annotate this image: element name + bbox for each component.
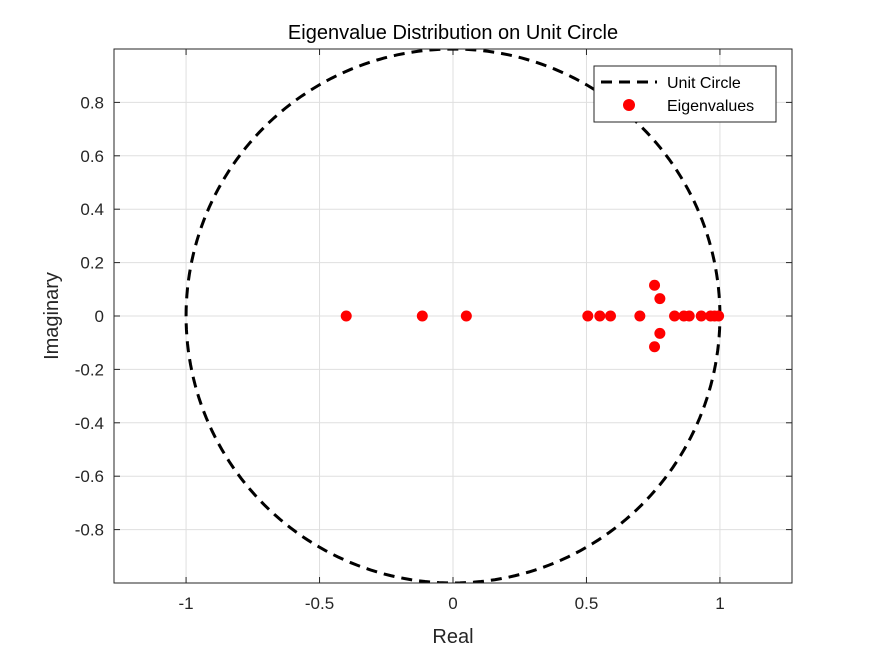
y-tick-label: 0.4 [80,200,104,219]
eigenvalue-point [654,293,666,305]
y-axis-label: Imaginary [41,272,63,360]
eigenvalue-point [460,310,472,322]
unit-circle-line [184,49,722,583]
eigenvalue-point [416,310,428,322]
x-tick-label: -0.5 [305,594,334,613]
x-tick-label: -1 [179,594,194,613]
x-tick-label: 0 [448,594,457,613]
eigenvalue-point [594,310,606,322]
eigenvalue-point [649,279,661,291]
y-tick-label: -0.4 [75,414,104,433]
x-axis-label: Real [432,626,473,648]
legend-eigenvalues-swatch [623,99,635,111]
eigenvalue-point [713,310,725,322]
eigenvalue-point [654,327,666,339]
y-tick-label: 0 [95,307,104,326]
legend-unit-circle-label: Unit Circle [667,75,741,92]
eigenvalue-point [695,310,707,322]
tick-marks [114,49,792,583]
y-tick-label: 0.6 [80,147,104,166]
eigenvalue-point [669,310,681,322]
eigenvalue-point [649,341,661,353]
x-tick-label: 0.5 [575,594,599,613]
eigenvalue-point [604,310,616,322]
eigenvalue-point [683,310,695,322]
y-tick-label: 0.2 [80,254,104,273]
eigenvalue-point [634,310,646,322]
y-tick-label: -0.2 [75,360,104,379]
x-tick-labels: -1 -0.5 0 0.5 1 [179,594,725,613]
eigenvalue-point [582,310,594,322]
y-tick-label: 0.8 [80,93,104,112]
legend-eigenvalues-label: Eigenvalues [667,98,754,115]
legend-box [593,65,777,123]
legend: Unit Circle Eigenvalues [593,65,777,123]
y-tick-label: -0.6 [75,467,104,486]
eigenvalue-points [340,279,725,353]
plot-area-border [113,48,793,584]
y-tick-label: -0.8 [75,521,104,540]
y-tick-labels: -0.8 -0.6 -0.4 -0.2 0 0.2 0.4 0.6 0.8 [75,93,104,539]
chart-title: Eigenvalue Distribution on Unit Circle [288,22,618,44]
eigenvalue-point [340,310,352,322]
x-tick-label: 1 [715,594,724,613]
